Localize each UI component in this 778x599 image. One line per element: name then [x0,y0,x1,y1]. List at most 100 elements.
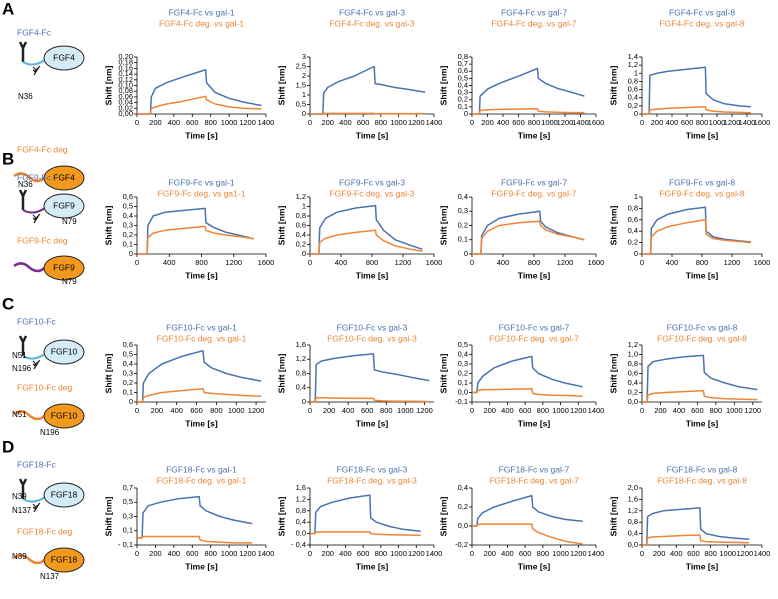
y-tick-label: 0,2 [123,378,133,387]
x-tick-label: 400 [342,406,355,415]
x-tick-label: 400 [339,118,352,127]
series-line [137,207,255,255]
x-tick-label: 400 [666,118,679,127]
y-axis-label: Shift [nm] [276,66,286,106]
y-tick-label: 0,3 [123,220,133,229]
y-tick-label: 0,2 [628,101,638,110]
x-tick-label: 200 [323,406,336,415]
y-tick-label: 0,3 [123,511,133,520]
y-tick-label: 0,2 [628,238,638,247]
x-tick-label: 1200 [408,118,425,127]
x-tick-label: 0 [308,406,312,415]
chart-title: FGF4-Fc vs gal-3 [339,7,405,17]
x-tick-label: 1400 [426,549,443,558]
y-tick-label: 0,02 [118,103,133,112]
x-tick-label: 1200 [570,549,587,558]
y-tick-label: 0,4 [458,192,468,201]
y-tick-label: 0,1 [123,387,133,396]
y-tick-label: 0 [129,397,133,406]
x-tick-label: 600 [681,118,694,127]
chart-title: FGF9-Fc deg. vs gal-3 [329,188,414,198]
y-tick-label: - 0,1 [118,540,133,549]
x-tick-label: 1200 [570,406,587,415]
x-tick-label: 800 [696,118,709,127]
x-tick-label: 0 [640,549,644,558]
x-tick-label: 400 [335,258,348,267]
y-tick-label: 0,18 [118,58,133,67]
y-axis-label: Shift [nm] [438,354,448,394]
construct-label: FGF9-Fc deg [17,235,68,245]
x-tick-label: 1400 [754,549,771,558]
y-tick-label: 0,08 [118,86,133,95]
y-tick-label: 0,00 [118,109,133,118]
chart-title: FGF9-Fc deg. vs gal-7 [491,188,576,198]
y-tick-label: 0,20 [118,52,133,61]
x-tick-label: 400 [339,549,352,558]
y-tick-label: 0,6 [123,192,133,201]
panel-letter: D [2,437,14,456]
x-tick-label: 200 [483,406,496,415]
y-tick-label: 0,4 [628,378,638,387]
chart-title: FGF10-Fc vs gal-1 [166,322,237,332]
y-tick-label: 0 [302,397,306,406]
series-line [137,495,253,539]
site-label: N39 [12,552,27,561]
y-tick-label: 0,8 [296,506,306,515]
domain-label: FGF18 [51,554,78,564]
x-tick-label: 1600 [588,258,605,267]
y-axis-label: Shift [nm] [276,354,286,394]
y-axis-label: Shift [nm] [438,206,448,246]
chart-title: FGF9-Fc deg. vs gal-8 [659,188,744,198]
y-tick-label: 0 [129,249,133,258]
x-tick-label: 0 [470,549,474,558]
y-tick-label: 3 [302,52,306,61]
site-label: N51 [12,351,27,360]
y-tick-label: 0,4 [123,359,133,368]
series-line [472,523,583,545]
domain-label: FGF18 [51,489,78,499]
chart-title: FGF9-Fc vs gal-8 [669,177,735,187]
chart-title: FGF4-Fc vs gal-8 [669,7,735,17]
x-tick-label: 1000 [397,406,414,415]
x-axis-label: Time [s] [518,130,551,140]
y-tick-label: 0,14 [118,69,133,78]
y-tick-label: 0,6 [123,340,133,349]
series-line [472,494,583,527]
y-tick-label: 0,2 [458,368,468,377]
y-axis-label: Shift [nm] [438,497,448,537]
chart-title: FGF10-Fc deg. vs gal-3 [327,333,417,343]
x-axis-label: Time [s] [356,418,389,428]
x-tick-label: 1200 [239,118,256,127]
chart-title: FGF10-Fc vs gal-3 [337,322,408,332]
x-tick-label: 1600 [258,258,275,267]
y-tick-label: 1,4 [628,52,638,61]
y-tick-label: 0,3 [458,359,468,368]
x-tick-label: 0 [308,549,312,558]
x-tick-label: 400 [666,258,679,267]
x-tick-label: 200 [481,118,494,127]
x-axis-label: Time [s] [185,270,218,280]
y-tick-label: 0,6 [458,66,468,75]
y-tick-label: 0,1 [458,235,468,244]
linker [22,59,46,66]
x-axis-label: Time [s] [686,130,719,140]
x-tick-label: 400 [497,258,510,267]
x-tick-label: 400 [501,406,514,415]
x-tick-label: 1200 [724,118,741,127]
x-tick-label: 600 [691,406,704,415]
x-tick-label: 1200 [744,406,761,415]
x-tick-label: 0 [308,118,312,127]
construct-label: FGF18-Fc deg [17,526,73,536]
x-tick-label: 1200 [724,258,741,267]
x-tick-label: 200 [321,118,334,127]
x-tick-label: 1200 [557,118,574,127]
series-line [137,535,253,544]
series-line [310,65,426,115]
x-tick-label: 0 [135,549,139,558]
x-tick-label: 1000 [709,118,726,127]
y-tick-label: 0,0 [628,397,638,406]
chart-title: FGF18-Fc deg. vs gal-3 [327,475,417,485]
y-tick-label: 0,4 [458,483,468,492]
panel-letter: B [2,149,14,168]
